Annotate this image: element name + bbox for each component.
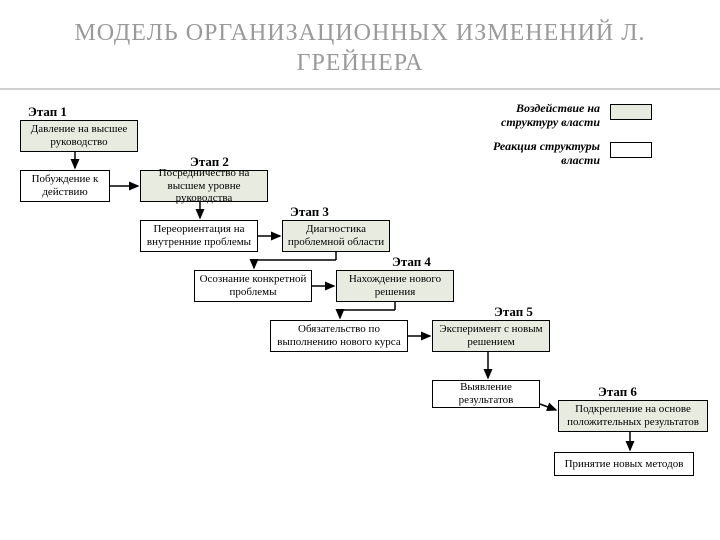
box-3b: Осознание конкретной проблемы: [194, 270, 312, 302]
box-2a: Посредничество на высшем уровне руководс…: [140, 170, 268, 202]
box-4a: Нахождение нового решения: [336, 270, 454, 302]
box-5a: Эксперимент с новым решением: [432, 320, 550, 352]
stage-label-6: Этап 6: [598, 384, 637, 400]
box-1b: Побуждение к действию: [20, 170, 110, 202]
box-3a: Диагностика проблемной области: [282, 220, 390, 252]
title-bar: МОДЕЛЬ ОРГАНИЗАЦИОННЫХ ИЗМЕНЕНИЙ Л. ГРЕЙ…: [0, 0, 720, 90]
diagram-area: Воздействие на структуру власти Реакция …: [0, 90, 720, 530]
box-2b: Переориентация на внутренние проблемы: [140, 220, 258, 252]
page-title: МОДЕЛЬ ОРГАНИЗАЦИОННЫХ ИЗМЕНЕНИЙ Л. ГРЕЙ…: [20, 18, 700, 78]
box-1a: Давление на высшее руководство: [20, 120, 138, 152]
legend-swatch-shaded: [610, 104, 652, 120]
box-5b: Выявление результатов: [432, 380, 540, 408]
stage-label-1: Этап 1: [28, 104, 67, 120]
box-6a: Подкрепление на основе положительных рез…: [558, 400, 708, 432]
stage-label-3: Этап 3: [290, 204, 329, 220]
legend-label-2: Реакция структуры власти: [470, 140, 600, 168]
stage-label-4: Этап 4: [392, 254, 431, 270]
legend-swatch-plain: [610, 142, 652, 158]
box-4b: Обязательство по выполнению нового курса: [270, 320, 408, 352]
box-6b: Принятие новых методов: [554, 452, 694, 476]
stage-label-5: Этап 5: [494, 304, 533, 320]
legend-label-1: Воздействие на структуру власти: [470, 102, 600, 130]
